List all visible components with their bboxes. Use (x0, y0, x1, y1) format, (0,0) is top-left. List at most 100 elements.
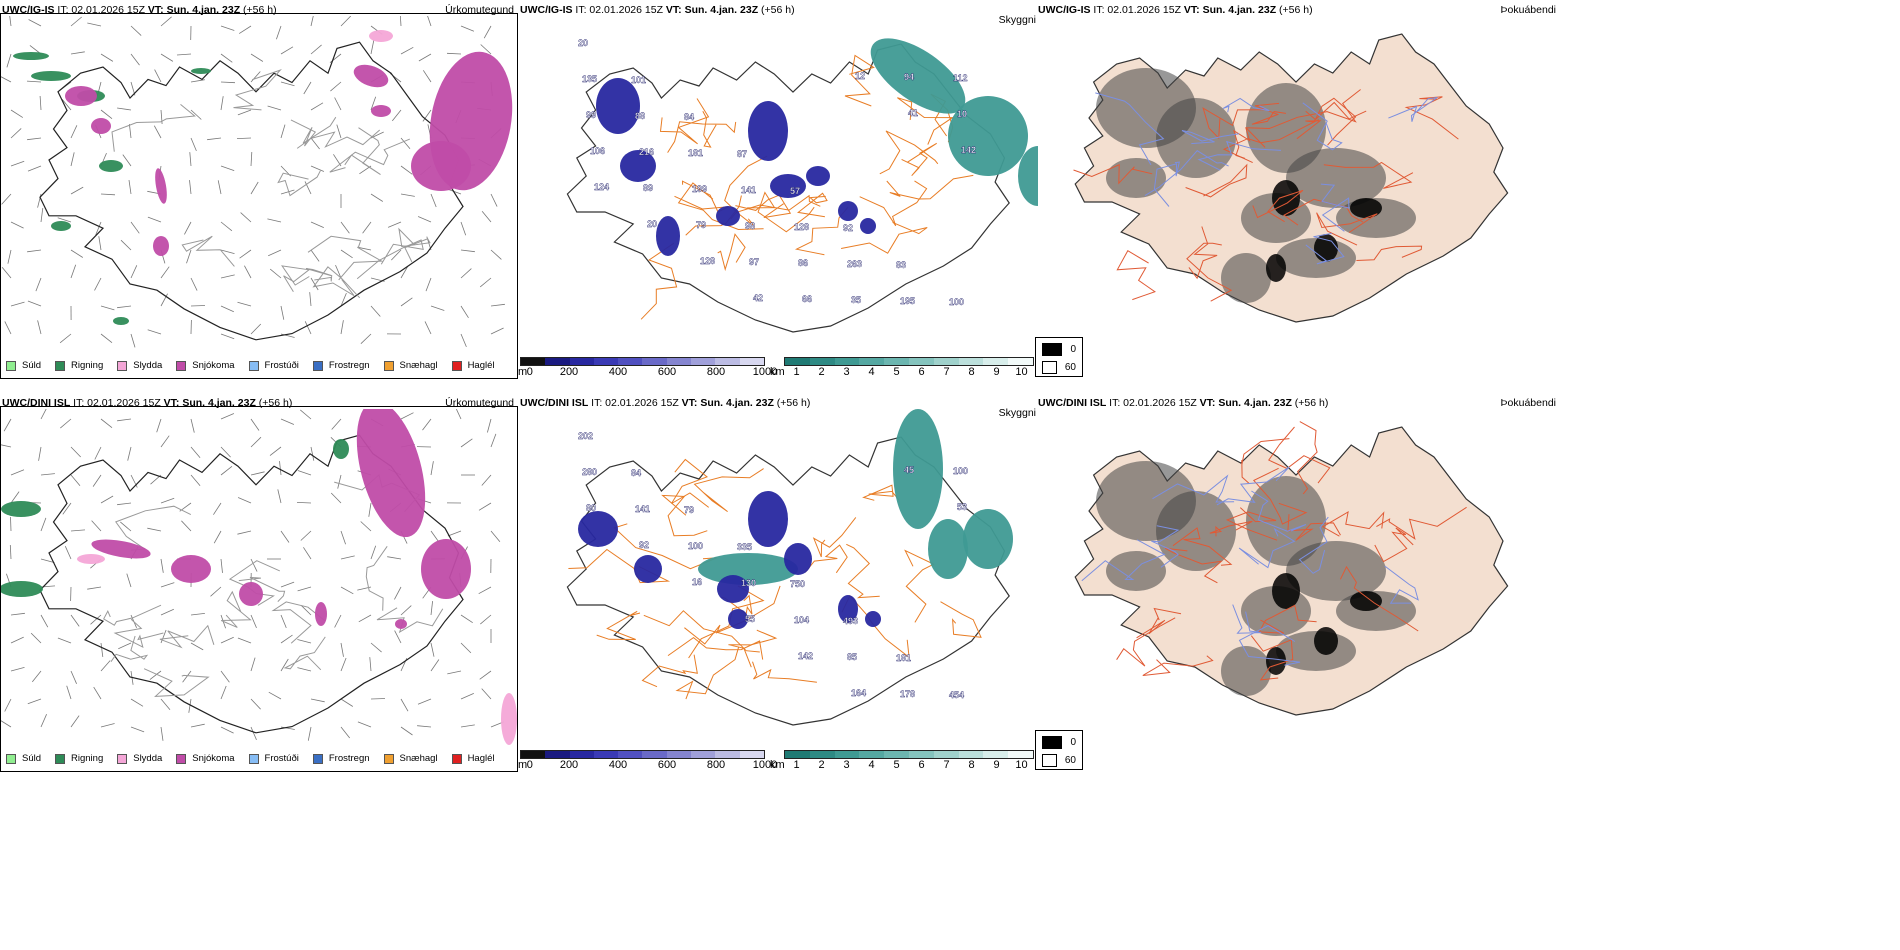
rain-area (113, 317, 129, 325)
wind-barb (297, 470, 312, 476)
wind-barb (117, 418, 132, 422)
wind-barb (70, 474, 81, 486)
wind-barb (27, 300, 42, 307)
model-name: UWC/DINI ISL (1038, 397, 1107, 409)
road-line (1241, 438, 1290, 484)
visibility-value-label: 89 (643, 183, 653, 193)
wind-barb (30, 632, 42, 644)
road-line (688, 585, 765, 659)
road-line (1116, 617, 1176, 667)
visibility-value-label: 454 (949, 690, 964, 700)
road-line (233, 69, 282, 111)
wind-barb (27, 249, 42, 253)
wind-barb (220, 305, 234, 313)
wind-barb (27, 698, 42, 705)
lead-time: (+56 h) (776, 397, 811, 409)
visibility-value-label: 99 (586, 110, 596, 120)
lead-time: (+56 h) (1279, 4, 1313, 16)
visibility-value-label: 493 (843, 616, 858, 626)
snow-area (421, 539, 471, 599)
low-ceiling-area (596, 78, 640, 134)
wind-barb (160, 497, 175, 504)
precip-type-map (1, 409, 517, 745)
snow-area (65, 86, 97, 106)
wind-barb (446, 52, 462, 55)
wind-barb (340, 657, 347, 672)
wind-barb (130, 333, 136, 348)
model-name: UWC/IG-IS (2, 4, 55, 16)
road-line (1225, 507, 1278, 541)
wind-barb (237, 497, 252, 504)
low-ceiling-area (770, 174, 806, 198)
visibility-value-label: 178 (900, 689, 915, 699)
wind-barb (190, 474, 201, 486)
wind-barb (303, 81, 312, 95)
legend-swatch (451, 753, 462, 764)
low-ceiling-area (728, 609, 748, 629)
wind-barb (160, 16, 172, 27)
visibility-colorbar: 1 2 3 4 5 6 7 8 9 10 km (770, 750, 1034, 773)
wind-barb (250, 726, 257, 741)
legend-item-frostregn: Frostregn (312, 753, 370, 764)
colorbar-cell (691, 358, 716, 365)
road-line (667, 121, 737, 153)
road-line (365, 546, 388, 611)
wind-barb (425, 277, 432, 292)
visibility-value-label: 35 (851, 295, 861, 305)
dense-fog-area (1350, 591, 1382, 611)
valid-time: Sun. 4.jan. 23Z (700, 397, 774, 409)
ceiling-colorbar: 0 200 400 600 800 1000 m (518, 357, 777, 380)
visibility-value-label: 88 (635, 111, 645, 121)
wind-barb (40, 714, 47, 728)
low-ceiling-area (656, 216, 680, 256)
wind-barb (269, 446, 282, 456)
lead-time: (+56 h) (761, 4, 795, 16)
wind-barb (300, 409, 312, 420)
wind-barb (460, 25, 475, 32)
road-line (804, 544, 848, 574)
visibility-value-label: 57 (790, 186, 800, 196)
colorbar-tick-label: 1000 (752, 366, 778, 378)
colorbar-tick-label: 3 (843, 366, 850, 378)
colorbar-tick-label: 1 (793, 366, 800, 378)
road-line (643, 610, 760, 653)
river-line (1251, 490, 1307, 532)
valid-time: Sun. 4.jan. 23Z (684, 4, 759, 16)
road-line (794, 206, 849, 256)
colorbar-cell (593, 358, 619, 365)
road-line (671, 458, 710, 508)
colorbar-tick-label: 8 (968, 759, 975, 771)
colorbar-cell (666, 751, 692, 758)
wind-barb (250, 418, 260, 431)
wind-barb (400, 137, 411, 149)
wind-barb (280, 81, 295, 87)
snow-area (353, 64, 389, 88)
fog-legend-swatch (1042, 343, 1063, 356)
wind-barb (490, 249, 502, 260)
road-line (596, 610, 641, 640)
legend-item-snaehagl: Snæhagl (383, 360, 438, 371)
wind-barb (189, 152, 192, 167)
wind-barb (70, 715, 80, 728)
wind-barb (279, 461, 282, 476)
legend-swatch (6, 753, 16, 764)
wind-barb (40, 517, 47, 532)
wind-barb (238, 25, 252, 34)
wind-barb (479, 277, 492, 288)
fog-legend-row: 0 (1042, 736, 1076, 749)
ceiling-unit: m (518, 759, 528, 771)
wind-barb (391, 249, 402, 261)
visibility-unit: km (770, 759, 785, 771)
wind-barb (478, 502, 492, 511)
wind-barb (240, 212, 252, 223)
wind-barb (1, 76, 12, 83)
row1-fog-panel: UWC/IG-IS IT: 02.01.2026 15Z VT: Sun. 4.… (1036, 0, 1556, 340)
river-line (1151, 525, 1180, 568)
wind-barb (190, 277, 198, 291)
wind-barb (331, 418, 342, 430)
snow-area (315, 602, 327, 626)
wind-barb (160, 558, 164, 573)
wind-barb (280, 658, 289, 672)
issue-time: IT: 02.01.2026 15Z (73, 397, 161, 409)
wind-barb (129, 124, 132, 139)
